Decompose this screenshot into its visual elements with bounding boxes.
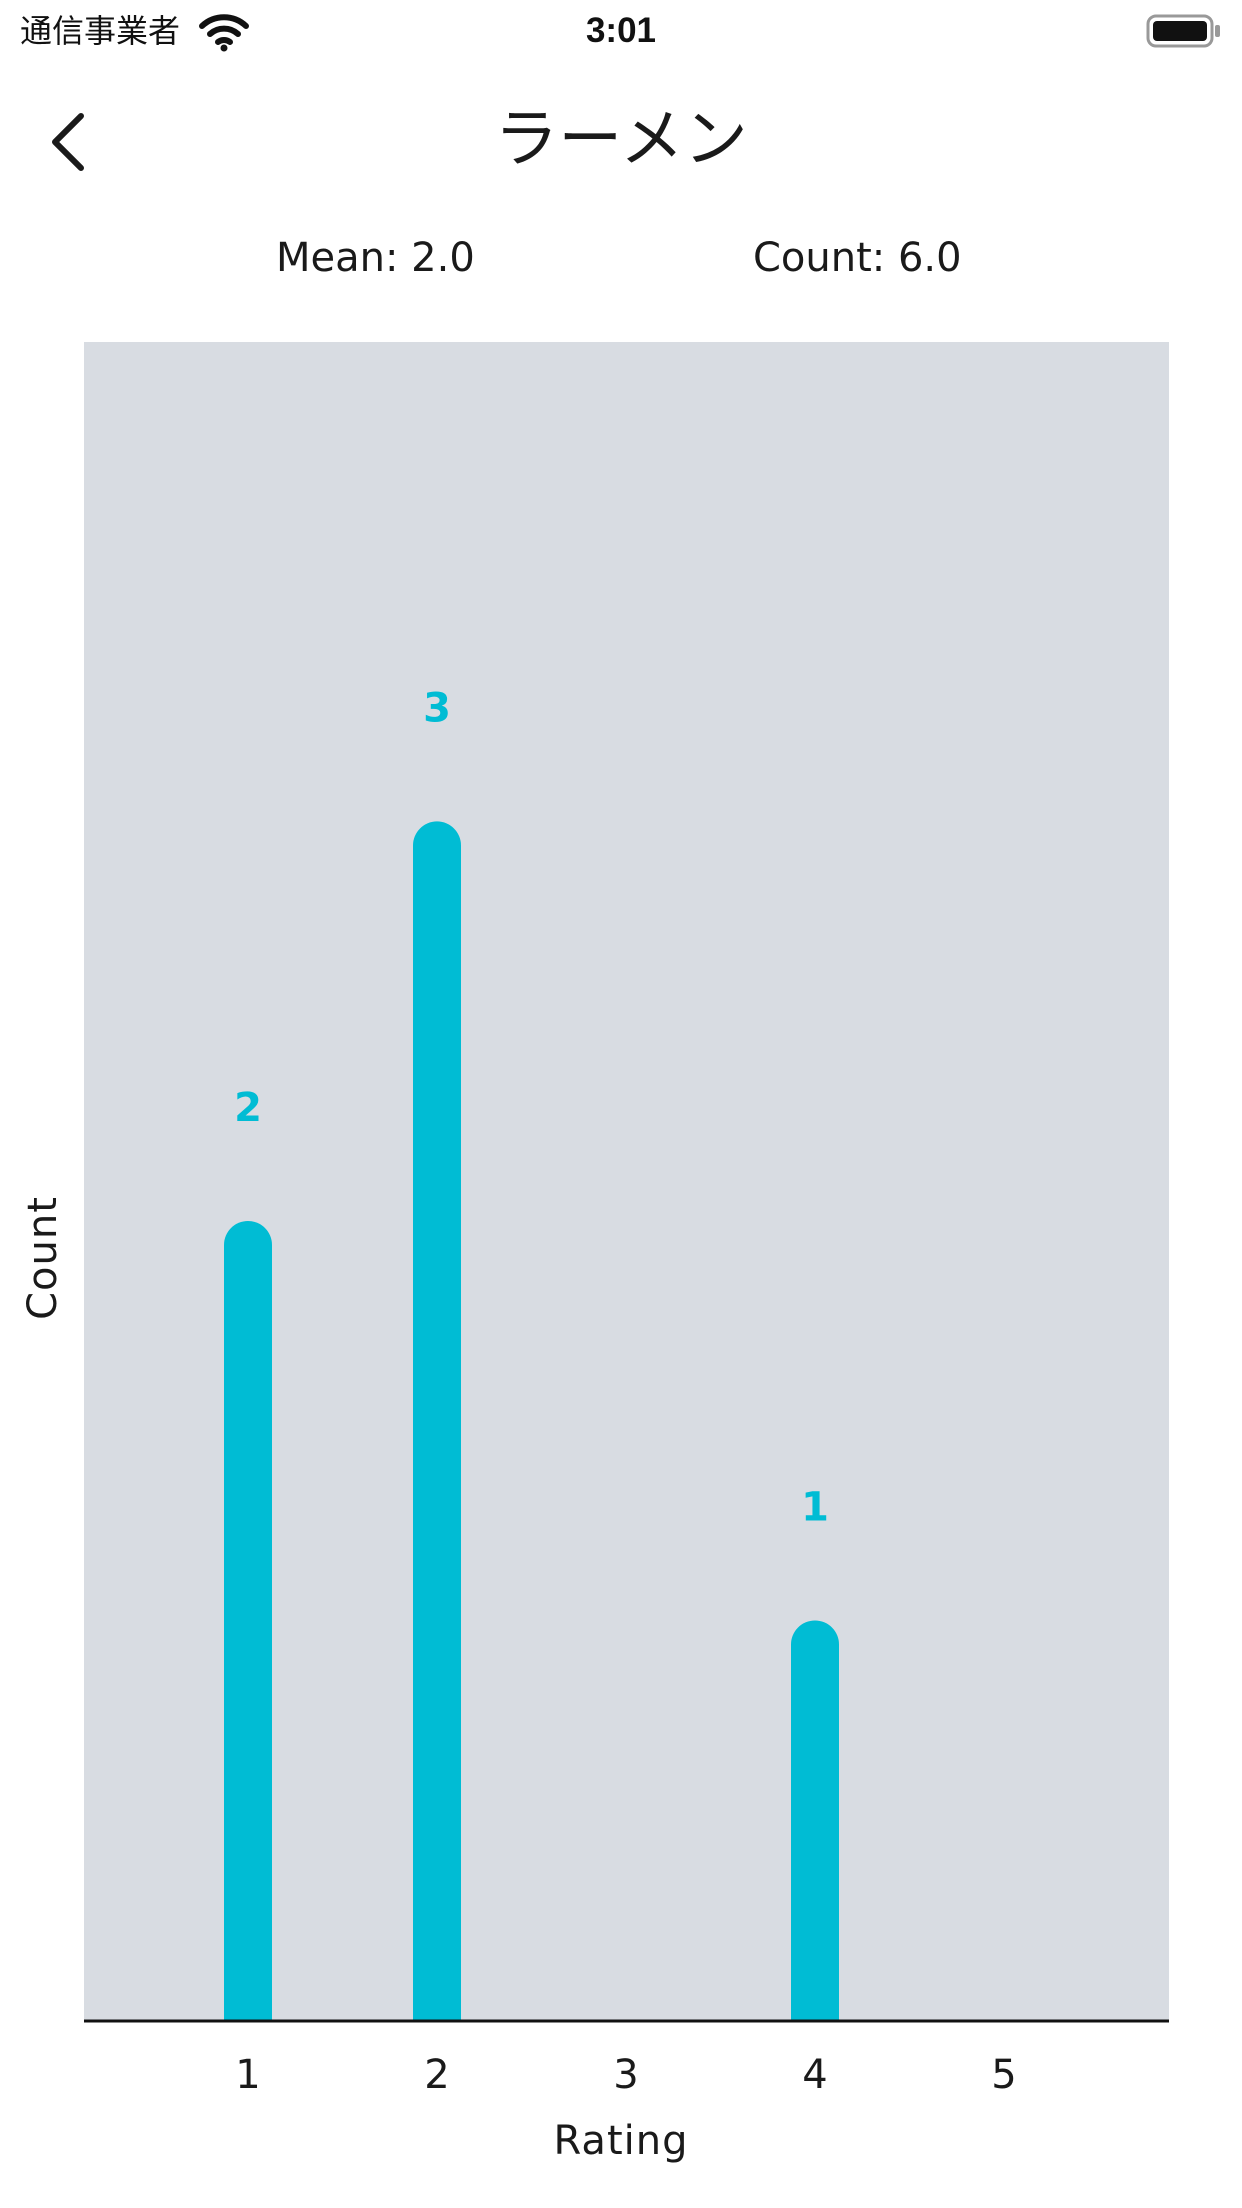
x-tick-label-4: 4 (802, 2052, 827, 2098)
count-value: Count: 6.0 (753, 235, 962, 281)
mean-value: Mean: 2.0 (276, 235, 475, 281)
back-button[interactable] (28, 102, 108, 182)
x-tick-label-5: 5 (991, 2052, 1016, 2098)
status-clock: 3:01 (585, 11, 657, 50)
y-axis-title: Count (20, 1196, 66, 1320)
x-tick-label-3: 3 (613, 2052, 638, 2098)
chart-svg: 2 3 1 1 2 3 4 5 Rating Count (20, 342, 1169, 2164)
battery-full-icon (1146, 14, 1222, 48)
rating-histogram-chart: 2 3 1 1 2 3 4 5 Rating Count (0, 330, 1242, 2208)
x-tick-labels: 1 2 3 4 5 (235, 2052, 1016, 2098)
x-axis-title: Rating (554, 2118, 689, 2164)
navigation-bar: ラーメン (0, 62, 1242, 222)
page-title: ラーメン (494, 103, 748, 177)
data-label-rating-1: 2 (234, 1085, 262, 1131)
data-labels-layer: 2 3 1 (234, 685, 829, 1530)
bar-rating-2 (413, 821, 461, 2020)
x-tick-label-1: 1 (235, 2052, 260, 2098)
bar-rating-4 (791, 1620, 840, 2020)
chevron-left-icon (52, 113, 84, 171)
data-label-rating-2: 3 (423, 685, 451, 731)
status-bar: 通信事業者 3:01 (0, 0, 1242, 62)
data-label-rating-4: 1 (801, 1484, 829, 1530)
carrier-name: 通信事業者 (20, 12, 181, 50)
bars-layer (224, 821, 840, 2020)
bar-rating-1 (224, 1220, 272, 2020)
wifi-icon (198, 12, 250, 52)
x-tick-label-2: 2 (424, 2052, 449, 2098)
